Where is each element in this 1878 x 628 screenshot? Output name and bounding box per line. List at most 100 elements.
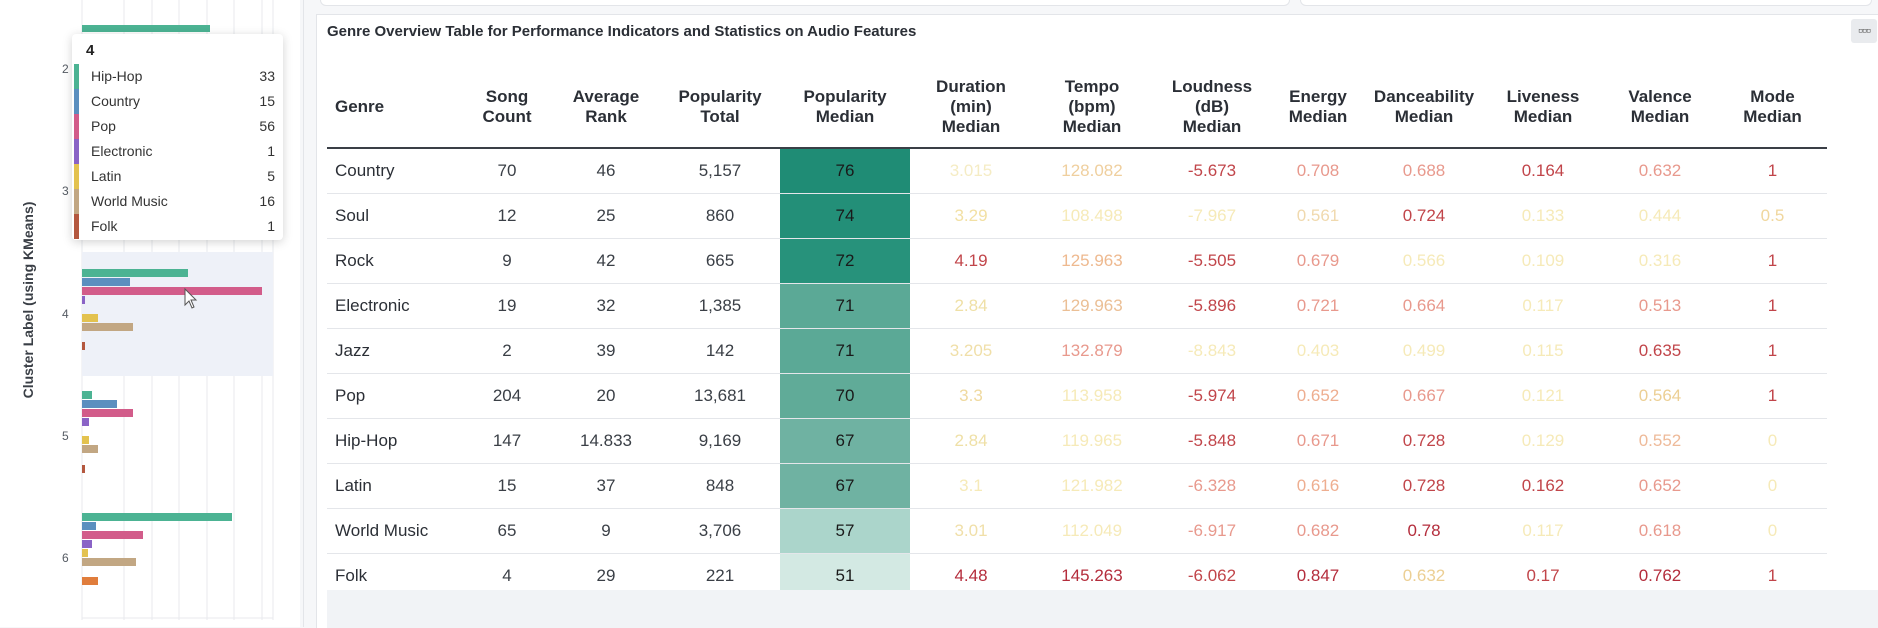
tooltip-row: Country 15 [72,89,283,114]
column-header-tempo[interactable]: Tempo (bpm) Median [1032,67,1152,149]
cluster-6-pop-bar [82,531,143,539]
cluster-6-latin-bar [82,549,88,557]
cell-average-rank: 37 [552,463,660,509]
tooltip-row: Folk 1 [72,214,283,239]
cell-tempo: 108.498 [1032,193,1152,239]
table-row[interactable]: Hip-Hop 147 14.833 9,169 67 2.84 119.965… [327,418,1827,464]
cluster-6-world-bar [82,558,136,566]
cell-popularity-median: 70 [780,373,910,419]
ellipsis-icon: ▫▫▫ [1858,22,1871,38]
cell-genre: Hip-Hop [327,418,462,464]
cell-popularity-total: 1,385 [660,283,780,329]
cell-loudness: -8.843 [1152,328,1272,374]
table-row[interactable]: Jazz 2 39 142 71 3.205 132.879 -8.843 0.… [327,328,1827,374]
cell-average-rank: 42 [552,238,660,284]
cell-loudness: -5.673 [1152,148,1272,194]
cell-genre: Soul [327,193,462,239]
cluster-4-world-bar [82,323,133,331]
column-header-popularity-median[interactable]: Popularity Median [780,67,910,149]
cell-popularity-median: 72 [780,238,910,284]
tooltip-row: Latin 5 [72,164,283,189]
column-header-popularity-total[interactable]: Popularity Total [660,67,780,149]
cell-danceability: 0.728 [1364,463,1484,509]
tooltip-row-label: Country [91,93,141,109]
cell-genre: Electronic [327,283,462,329]
y-tick-label: 4 [62,307,69,321]
cell-genre: Jazz [327,328,462,374]
genre-overview-table: Genre Song Count Average Rank Popularity To… [327,67,1827,599]
cell-average-rank: 32 [552,283,660,329]
cell-liveness: 0.164 [1484,148,1602,194]
y-tick-label: 3 [62,184,69,198]
table-row[interactable]: Latin 15 37 848 67 3.1 121.982 -6.328 0.… [327,463,1827,509]
column-header-average-rank[interactable]: Average Rank [552,67,660,149]
table-row[interactable]: Soul 12 25 860 74 3.29 108.498 -7.967 0.… [327,193,1827,239]
column-header-duration[interactable]: Duration (min) Median [910,67,1032,149]
cell-danceability: 0.728 [1364,418,1484,464]
cell-popularity-median: 67 [780,463,910,509]
cell-song-count: 2 [462,328,552,374]
cell-valence: 0.632 [1602,148,1718,194]
cell-average-rank: 25 [552,193,660,239]
cell-liveness: 0.129 [1484,418,1602,464]
cell-danceability: 0.664 [1364,283,1484,329]
column-header-energy[interactable]: Energy Median [1272,67,1364,149]
cluster-6-electronic-bar [82,540,92,548]
cell-song-count: 15 [462,463,552,509]
table-row[interactable]: Rock 9 42 665 72 4.19 125.963 -5.505 0.6… [327,238,1827,284]
column-header-loudness[interactable]: Loudness (dB) Median [1152,67,1272,149]
cell-tempo: 121.982 [1032,463,1152,509]
tooltip-row-value: 56 [259,118,275,134]
cell-liveness: 0.117 [1484,283,1602,329]
column-header-song-count[interactable]: Song Count [462,67,552,149]
cell-valence: 0.444 [1602,193,1718,239]
y-tick-label: 5 [62,429,69,443]
cell-loudness: -6.328 [1152,463,1272,509]
cell-duration: 3.29 [910,193,1032,239]
cell-popularity-median: 71 [780,283,910,329]
legend-swatch [74,164,79,189]
table-row[interactable]: World Music 65 9 3,706 57 3.01 112.049 -… [327,508,1827,554]
cell-loudness: -5.848 [1152,418,1272,464]
tooltip-row-label: Hip-Hop [91,68,143,84]
column-header-danceability[interactable]: Danceability Median [1364,67,1484,149]
cluster-5-world-bar [82,445,98,453]
card-menu-button[interactable]: ▫▫▫ [1851,19,1877,43]
cell-popularity-total: 13,681 [660,373,780,419]
cluster-2-hiphop-bar [82,25,210,32]
column-header-genre[interactable]: Genre [327,67,462,149]
card-title: Genre Overview Table for Performance Ind… [327,23,917,40]
cell-liveness: 0.117 [1484,508,1602,554]
table-row[interactable]: Pop 204 20 13,681 70 3.3 113.958 -5.974 … [327,373,1827,419]
cell-average-rank: 46 [552,148,660,194]
cell-mode: 0.5 [1718,193,1827,239]
tooltip-row: World Music 16 [72,189,283,214]
cell-tempo: 125.963 [1032,238,1152,284]
cluster-5-hiphop-bar [82,391,92,399]
cluster-5-country-bar [82,400,117,408]
cell-tempo: 132.879 [1032,328,1152,374]
tooltip-row-value: 33 [259,68,275,84]
column-header-mode[interactable]: Mode Median [1718,67,1827,149]
tooltip-row-label: Pop [91,118,116,134]
table-row[interactable]: Electronic 19 32 1,385 71 2.84 129.963 -… [327,283,1827,329]
cell-loudness: -6.917 [1152,508,1272,554]
cell-danceability: 0.688 [1364,148,1484,194]
column-header-valence[interactable]: Valence Median [1602,67,1718,149]
cluster-4-electronic-bar [82,296,85,304]
cell-popularity-total: 860 [660,193,780,239]
cell-popularity-total: 3,706 [660,508,780,554]
cell-energy: 0.561 [1272,193,1364,239]
cluster-6-hiphop-bar [82,513,232,521]
table-row[interactable]: Country 70 46 5,157 76 3.015 128.082 -5.… [327,148,1827,194]
column-header-liveness[interactable]: Liveness Median [1484,67,1602,149]
legend-swatch [74,114,79,139]
table-footer-area [327,590,1878,628]
genre-overview-card: Genre Overview Table for Performance Ind… [316,14,1878,628]
cluster-bar-chart-panel: Cluster Label (using KMeans) [0,0,300,627]
cell-popularity-total: 9,169 [660,418,780,464]
cell-energy: 0.616 [1272,463,1364,509]
cell-duration: 2.84 [910,418,1032,464]
tooltip-row: Electronic 1 [72,139,283,164]
cell-mode: 0 [1718,418,1827,464]
